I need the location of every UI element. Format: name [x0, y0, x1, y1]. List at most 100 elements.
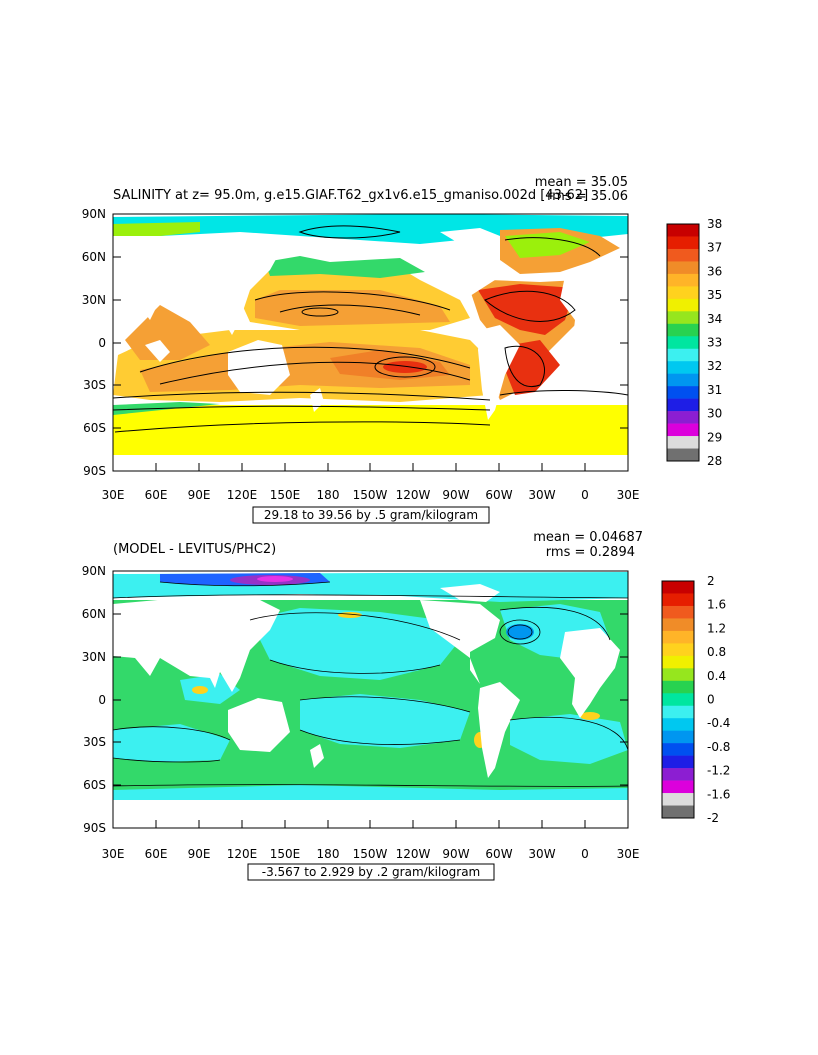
colorbar-swatch — [662, 655, 694, 669]
colorbar: 2 1.6 1.2 0.8 0.4 0 -0.4 -0.8 -1.2 -1.6 -2 — [661, 574, 730, 825]
colorbar-swatch — [662, 581, 694, 594]
lon-label: 120W — [396, 488, 431, 502]
colorbar-swatch — [662, 793, 694, 806]
lat-label: 60S — [83, 778, 106, 792]
panel-salinity: SALINITY at z= 95.0m, g.e15.GIAF.T62_gx1… — [82, 175, 722, 524]
lon-label: 150W — [353, 488, 388, 502]
colorbar-swatch — [662, 780, 694, 794]
colorbar-label: 0.4 — [707, 669, 726, 683]
lat-label: 90S — [83, 821, 106, 835]
contour-lines — [113, 225, 628, 433]
colorbar-swatch — [667, 336, 699, 350]
colorbar-swatch — [667, 361, 699, 374]
lon-label: 30W — [528, 488, 555, 502]
panel-difference: (MODEL - LEVITUS/PHC2) mean = 0.04687 rm… — [82, 530, 730, 881]
panel-title: SALINITY at z= 95.0m, g.e15.GIAF.T62_gx1… — [113, 188, 588, 203]
colorbar-swatch — [662, 605, 694, 619]
range-label: 29.18 to 39.56 by .5 gram/kilogram — [264, 508, 478, 522]
contour-lines — [113, 581, 628, 787]
colorbar-swatch — [667, 248, 699, 262]
mean-label: mean = 35.05 — [535, 175, 628, 190]
colorbar-label: 31 — [707, 383, 722, 397]
colorbar-label: -1.6 — [707, 787, 730, 801]
colorbar-swatch — [667, 286, 699, 300]
range-label-box — [252, 506, 490, 524]
colorbar-swatch — [667, 224, 699, 237]
colorbar-swatch — [667, 386, 699, 399]
colorbar-swatch — [667, 436, 699, 449]
axis-ticks — [112, 570, 629, 829]
lon-label: 30E — [617, 488, 640, 502]
lat-label: 90N — [82, 564, 106, 578]
colorbar-swatch — [667, 373, 699, 387]
mean-label: mean = 0.04687 — [533, 530, 643, 545]
lat-label: 60N — [82, 250, 106, 264]
colorbar-swatch — [662, 755, 694, 769]
colorbar-label: -2 — [707, 811, 719, 825]
axis-ticks — [112, 213, 629, 472]
colorbar-swatch — [662, 743, 694, 756]
lat-label: 90N — [82, 207, 106, 221]
colorbar-swatch — [667, 323, 699, 337]
lon-label: 120E — [227, 847, 258, 861]
colorbar-label: 28 — [707, 454, 722, 468]
lat-label: 0 — [98, 336, 106, 350]
map-field-difference — [113, 571, 628, 828]
lon-label: 90E — [188, 488, 211, 502]
lon-label: 120E — [227, 488, 258, 502]
colorbar-label: 34 — [707, 312, 722, 326]
colorbar-swatch — [667, 298, 699, 312]
lat-label: 90S — [83, 464, 106, 478]
panel-title: (MODEL - LEVITUS/PHC2) — [113, 542, 276, 557]
colorbar-swatch — [662, 593, 694, 607]
lat-label: 30N — [82, 650, 106, 664]
colorbar-swatch — [662, 668, 694, 682]
colorbar-label: 37 — [707, 241, 722, 255]
lon-label: 150W — [353, 847, 388, 861]
lon-label: 0 — [581, 488, 589, 502]
lon-label: 150E — [270, 488, 301, 502]
colorbar-swatch — [667, 423, 699, 437]
colorbar-swatch — [667, 348, 699, 362]
colorbar-label: 2 — [707, 574, 715, 588]
lon-labels: 30E 60E 90E 120E 150E 180 150W 120W 90W … — [102, 847, 640, 861]
colorbar-swatch — [667, 311, 699, 325]
colorbar-label: 30 — [707, 407, 722, 421]
colorbar-label: -0.8 — [707, 740, 730, 754]
lon-label: 180 — [317, 847, 340, 861]
colorbar-swatch — [667, 236, 699, 250]
colorbar-label: 0.8 — [707, 645, 726, 659]
colorbar-swatch — [667, 398, 699, 412]
colorbar-label: 29 — [707, 430, 722, 444]
colorbar-label: 36 — [707, 264, 722, 278]
colorbar-swatch — [662, 718, 694, 731]
colorbar-label: -0.4 — [707, 716, 730, 730]
lon-label: 60W — [485, 847, 512, 861]
colorbar-swatch — [662, 693, 694, 707]
lat-label: 60S — [83, 421, 106, 435]
lon-label: 90W — [442, 488, 469, 502]
lon-label: 180 — [317, 488, 340, 502]
colorbar-swatch — [667, 261, 699, 275]
colorbar-label: 0 — [707, 693, 715, 707]
lat-label: 0 — [98, 693, 106, 707]
colorbar-label: 1.6 — [707, 598, 726, 612]
colorbar-swatch — [662, 805, 694, 819]
lon-label: 60W — [485, 488, 512, 502]
colorbar-swatch — [667, 273, 699, 287]
lon-label: 90E — [188, 847, 211, 861]
colorbar-swatch — [662, 643, 694, 657]
colorbar-swatch — [662, 768, 694, 781]
lon-label: 150E — [270, 847, 301, 861]
colorbar-label: 35 — [707, 288, 722, 302]
lat-label: 30S — [83, 378, 106, 392]
colorbar: 38 37 36 35 34 33 32 31 30 29 28 — [666, 217, 722, 468]
colorbar-label: 32 — [707, 359, 722, 373]
lon-labels: 30E 60E 90E 120E 150E 180 150W 120W 90W … — [102, 488, 640, 502]
lon-label: 60E — [145, 847, 168, 861]
lat-labels: 90N 60N 30N 0 30S 60S 90S — [82, 564, 106, 835]
colorbar-label: -1.2 — [707, 764, 730, 778]
colorbar-label: 1.2 — [707, 621, 726, 635]
colorbar-frame — [666, 223, 700, 462]
